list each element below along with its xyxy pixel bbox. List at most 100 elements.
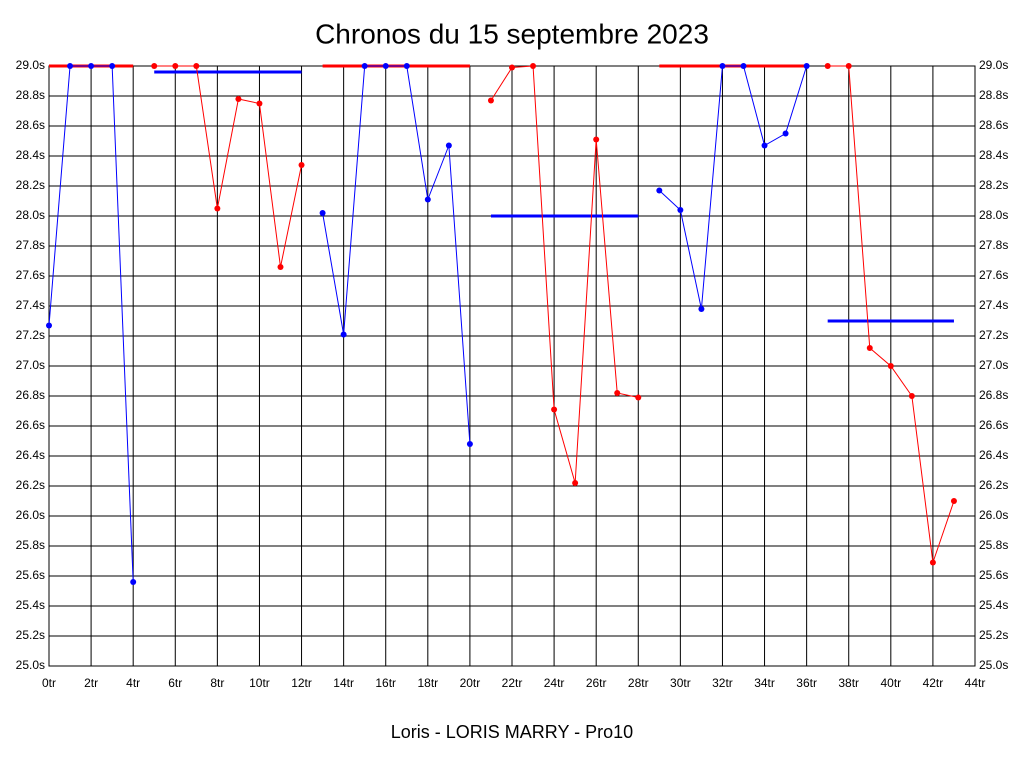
x-tick-label: 32tr xyxy=(712,676,733,690)
data-point xyxy=(761,142,768,149)
y2-tick-label: 28.8s xyxy=(979,88,1008,102)
x-tick-label: 14tr xyxy=(333,676,354,690)
data-point xyxy=(845,63,852,69)
data-point xyxy=(782,130,789,137)
data-point xyxy=(256,100,263,107)
data-point xyxy=(235,96,242,102)
x-tick-label: 28tr xyxy=(628,676,649,690)
x-tick-label: 24tr xyxy=(544,676,565,690)
y2-tick-label: 26.0s xyxy=(979,508,1008,522)
data-point xyxy=(950,498,957,504)
series-line xyxy=(154,65,303,268)
x-tick-label: 10tr xyxy=(249,676,270,690)
x-tick-label: 40tr xyxy=(880,676,901,690)
x-tick-label: 38tr xyxy=(838,676,859,690)
data-point xyxy=(487,97,494,104)
y-tick-label: 25.6s xyxy=(16,568,45,582)
data-point xyxy=(382,63,389,69)
y-tick-label: 27.0s xyxy=(16,358,45,372)
y-tick-label: 27.4s xyxy=(16,298,45,312)
data-point xyxy=(824,63,831,69)
x-tick-label: 2tr xyxy=(84,676,98,690)
data-point xyxy=(635,394,642,401)
data-point xyxy=(656,187,663,194)
y-tick-label: 26.0s xyxy=(16,508,45,522)
y-tick-label: 29.0s xyxy=(16,58,45,72)
y-tick-label: 27.6s xyxy=(16,268,45,282)
data-point xyxy=(67,63,74,69)
y-tick-label: 25.8s xyxy=(16,538,45,552)
series-line xyxy=(322,65,471,445)
x-tick-label: 16tr xyxy=(375,676,396,690)
y2-tick-label: 25.2s xyxy=(979,628,1008,642)
x-tick-label: 6tr xyxy=(168,676,182,690)
y2-tick-label: 28.6s xyxy=(979,118,1008,132)
data-point xyxy=(698,306,705,312)
y-tick-label: 26.2s xyxy=(16,478,45,492)
data-point xyxy=(130,579,137,585)
x-tick-label: 8tr xyxy=(210,676,224,690)
chart-title: Chronos du 15 septembre 2023 xyxy=(315,18,709,49)
data-point xyxy=(740,63,747,69)
x-tick-label: 18tr xyxy=(417,676,438,690)
data-point xyxy=(340,331,347,338)
y2-tick-label: 27.4s xyxy=(979,298,1008,312)
data-point xyxy=(929,559,936,566)
y2-tick-label: 25.4s xyxy=(979,598,1008,612)
x-tick-label: 4tr xyxy=(126,676,140,690)
y2-tick-label: 29.0s xyxy=(979,58,1008,72)
x-axis-label: Loris - LORIS MARRY - Pro10 xyxy=(391,722,633,742)
y2-tick-label: 27.0s xyxy=(979,358,1008,372)
data-point xyxy=(46,322,52,329)
y2-tick-label: 26.2s xyxy=(979,478,1008,492)
x-tick-label: 42tr xyxy=(923,676,944,690)
x-tick-label: 22tr xyxy=(502,676,523,690)
y2-tick-label: 28.2s xyxy=(979,178,1008,192)
y2-tick-label: 28.0s xyxy=(979,208,1008,222)
x-tick-label: 44tr xyxy=(965,676,986,690)
y-tick-label: 26.6s xyxy=(16,418,45,432)
data-point xyxy=(403,63,410,69)
y2-tick-label: 26.8s xyxy=(979,388,1008,402)
data-point xyxy=(319,210,326,216)
y2-tick-label: 25.0s xyxy=(979,658,1008,672)
x-tick-label: 34tr xyxy=(754,676,775,690)
x-tick-label: 30tr xyxy=(670,676,691,690)
y-tick-label: 25.2s xyxy=(16,628,45,642)
y-tick-label: 28.4s xyxy=(16,148,45,162)
y2-tick-label: 28.4s xyxy=(979,148,1008,162)
data-point xyxy=(908,393,915,399)
x-tick-label: 36tr xyxy=(796,676,817,690)
data-point xyxy=(88,63,95,69)
series-line xyxy=(490,65,639,484)
data-point xyxy=(719,63,726,69)
data-point xyxy=(424,196,431,203)
data-point xyxy=(445,142,452,149)
data-point xyxy=(551,406,558,413)
y-tick-label: 26.8s xyxy=(16,388,45,402)
x-tick-label: 12tr xyxy=(291,676,312,690)
data-point xyxy=(509,64,515,71)
data-point xyxy=(214,205,221,212)
series-line xyxy=(658,65,808,310)
data-point xyxy=(277,264,284,270)
data-point xyxy=(193,63,200,69)
data-point xyxy=(614,390,621,396)
data-point xyxy=(298,162,305,168)
y2-tick-label: 25.6s xyxy=(979,568,1008,582)
y-tick-label: 28.2s xyxy=(16,178,45,192)
data-point xyxy=(109,63,116,69)
y-tick-label: 28.0s xyxy=(16,208,45,222)
data-point xyxy=(593,136,600,143)
x-tick-label: 26tr xyxy=(586,676,607,690)
y2-tick-label: 27.8s xyxy=(979,238,1008,252)
y-tick-label: 28.6s xyxy=(16,118,45,132)
x-tick-label: 20tr xyxy=(460,676,481,690)
data-point xyxy=(803,63,810,69)
data-point xyxy=(677,207,684,213)
y2-tick-label: 27.6s xyxy=(979,268,1008,282)
x-tick-label: 0tr xyxy=(42,676,56,690)
data-point xyxy=(866,345,873,351)
data-point xyxy=(172,63,179,69)
